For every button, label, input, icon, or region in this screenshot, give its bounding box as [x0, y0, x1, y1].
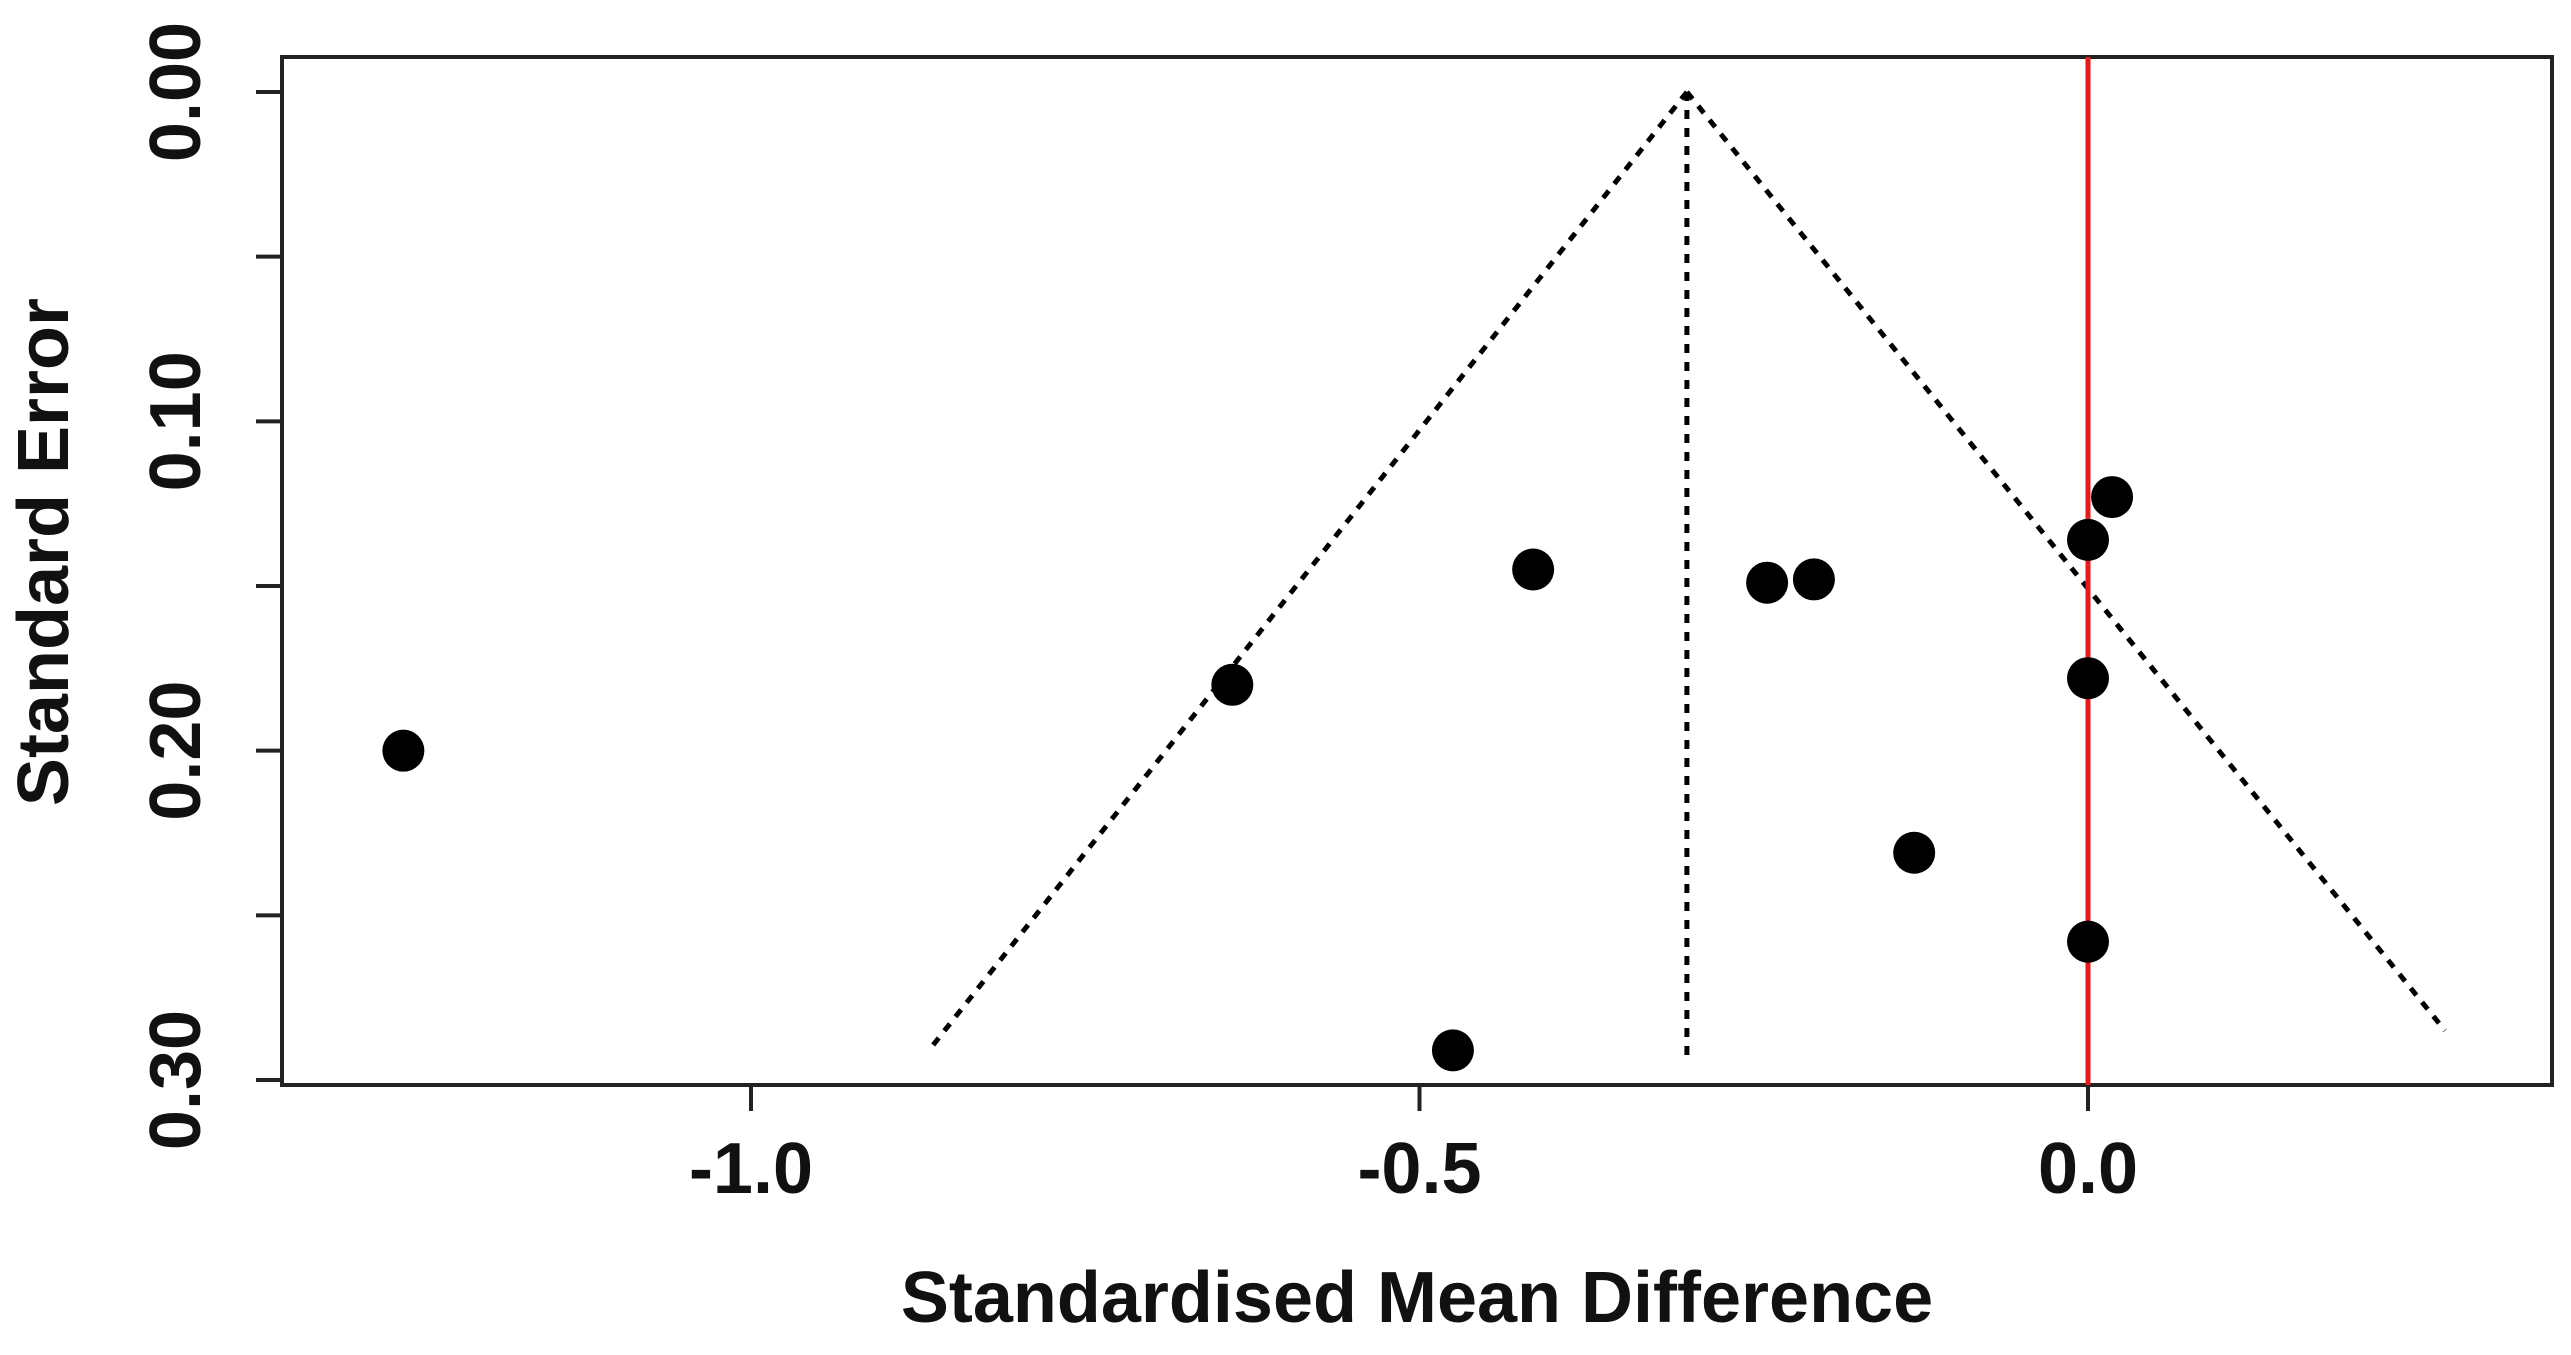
- funnel-left-line: [929, 90, 1689, 1049]
- x-axis-label: Standardised Mean Difference: [901, 1258, 1933, 1338]
- data-point: [382, 729, 425, 772]
- x-tick-label: 0.0: [2038, 1129, 2138, 1209]
- y-axis-label: Standard Error: [4, 298, 84, 806]
- data-point: [2067, 657, 2109, 700]
- y-tick-label: 0.20: [136, 681, 216, 821]
- data-point: [2067, 518, 2109, 561]
- data-point: [1211, 663, 1254, 706]
- x-tick-label: -0.5: [1357, 1129, 1481, 1209]
- y-axis: 0.00 0.10 0.20 0.30: [136, 22, 284, 1150]
- y-tick-label: 0.00: [136, 22, 216, 162]
- funnel-right-line: [1684, 90, 2447, 1033]
- x-tick-label: -1.0: [689, 1129, 813, 1209]
- data-point: [1512, 548, 1555, 591]
- funnel-lines: [929, 90, 2447, 1056]
- data-point: [1431, 1029, 1474, 1072]
- y-tick-label: 0.30: [136, 1010, 216, 1150]
- x-axis: -1.0 -0.5 0.0: [689, 1083, 2138, 1209]
- data-points: [382, 476, 2134, 1072]
- y-tick-label: 0.10: [136, 351, 216, 491]
- data-point: [1792, 558, 1835, 601]
- data-point: [1746, 561, 1789, 604]
- data-point: [2067, 920, 2109, 963]
- data-point: [1893, 831, 1936, 874]
- plot-frame: [280, 55, 2554, 1087]
- data-point: [2091, 476, 2134, 519]
